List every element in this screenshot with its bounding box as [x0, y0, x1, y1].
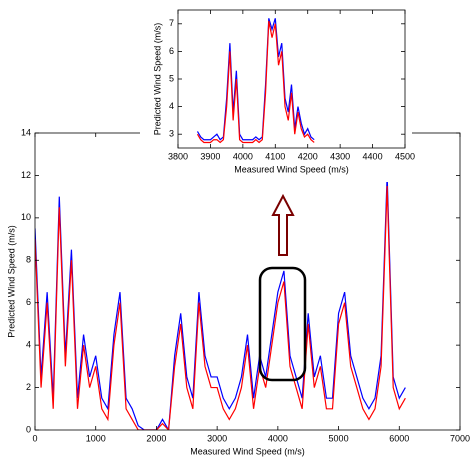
- x-axis-label: Measured Wind Speed (m/s): [234, 164, 349, 174]
- y-tick-label: 2: [26, 382, 31, 392]
- x-tick-label: 6000: [389, 433, 409, 443]
- highlight-box: [258, 266, 307, 382]
- series-line: [35, 186, 406, 430]
- x-axis-label: Measured Wind Speed (m/s): [190, 446, 305, 456]
- series-line: [196, 20, 315, 144]
- y-axis-label: Predicted Wind Speed (m/s): [152, 23, 162, 136]
- x-tick-label: 0: [32, 433, 37, 443]
- y-tick-label: 4: [26, 340, 31, 350]
- y-tick-label: 10: [21, 212, 31, 222]
- x-tick-label: 7000: [450, 433, 470, 443]
- y-tick-label: 0: [26, 424, 31, 434]
- y-tick-label: 5: [169, 73, 174, 83]
- y-tick-label: 12: [21, 170, 31, 180]
- x-tick-label: 4400: [363, 151, 383, 161]
- y-tick-label: 6: [169, 46, 174, 56]
- main-chart: 0 1000 2000 3000 4000 5000 6000 7000 0 2 4 6 8 10 12 14…: [6, 127, 470, 456]
- x-tick-label: 5000: [329, 433, 349, 443]
- y-tick-label: 14: [21, 127, 31, 137]
- x-tick-label: 2000: [146, 433, 166, 443]
- x-tick-label: 4200: [298, 151, 318, 161]
- x-tick-label: 3000: [207, 433, 227, 443]
- x-tick-label: 4500: [395, 151, 415, 161]
- y-axis-label: Predicted Wind Speed (m/s): [6, 225, 16, 338]
- x-tick-label: 3800: [168, 151, 188, 161]
- x-tick-label: 4000: [233, 151, 253, 161]
- inset-chart: 3800 3900 4000 4100 4200 4300 4400 4500 3 4 5 6 7 Mea…: [152, 9, 415, 174]
- y-tick-label: 6: [26, 297, 31, 307]
- x-tick-label: 4300: [330, 151, 350, 161]
- zoom-arrow: [271, 193, 295, 256]
- x-tick-label: 3900: [200, 151, 220, 161]
- series-line: [35, 175, 406, 430]
- y-tick-label: 7: [169, 18, 174, 28]
- x-tick-label: 4100: [265, 151, 285, 161]
- y-tick-label: 3: [169, 129, 174, 139]
- x-tick-label: 1000: [86, 433, 106, 443]
- y-tick-label: 8: [26, 255, 31, 265]
- plot-area: [35, 133, 460, 430]
- y-tick-label: 4: [169, 101, 174, 111]
- plot-area: [178, 10, 405, 148]
- x-tick-label: 4000: [268, 433, 288, 443]
